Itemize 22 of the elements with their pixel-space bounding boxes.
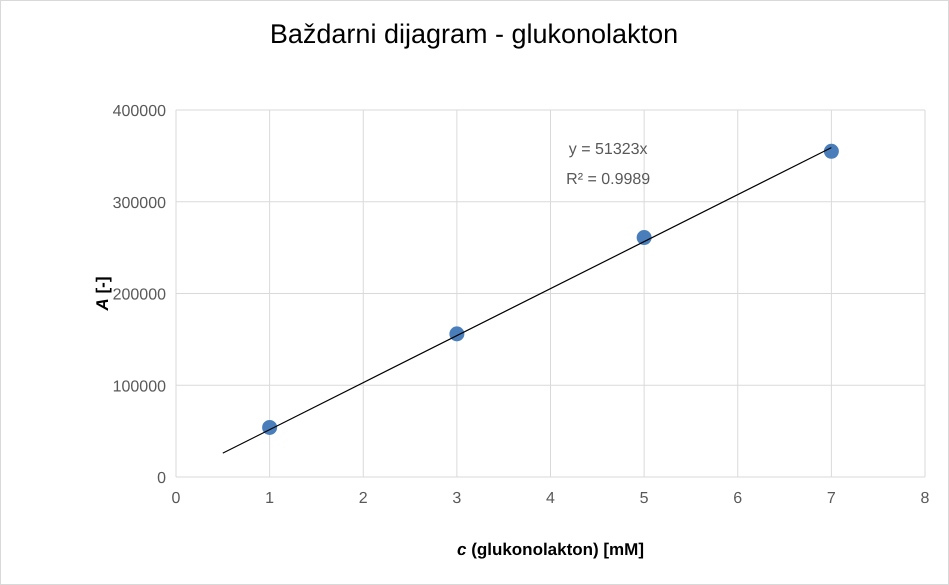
x-tick-label: 3 <box>452 490 462 507</box>
x-tick-label: 5 <box>640 490 649 507</box>
y-tick-label: 200000 <box>112 286 166 304</box>
x-tick-label: 8 <box>920 490 930 507</box>
chart-title: Baždarni dijagram - glukonolakton <box>270 19 678 49</box>
x-tick-label: 4 <box>546 490 556 507</box>
y-tick-label: 0 <box>157 470 166 487</box>
y-tick-label: 300000 <box>112 194 166 212</box>
x-tick-label: 2 <box>358 490 368 507</box>
y-tick-label: 400000 <box>112 103 166 120</box>
x-tick-label: 0 <box>172 490 181 507</box>
annotation: R² = 0.9989 <box>566 171 650 188</box>
x-tick-label: 6 <box>733 490 742 507</box>
annotation: y = 51323x <box>568 141 648 158</box>
point <box>824 144 839 159</box>
x-axis-title: c (glukonolakton) [mM] <box>457 540 644 559</box>
point <box>449 326 464 342</box>
x-tick-label: 7 <box>826 490 836 507</box>
y-axis-title: A [-] <box>93 276 112 312</box>
y-tick-label: 100000 <box>112 378 166 396</box>
point <box>636 230 652 246</box>
x-tick-label: 1 <box>265 490 274 507</box>
